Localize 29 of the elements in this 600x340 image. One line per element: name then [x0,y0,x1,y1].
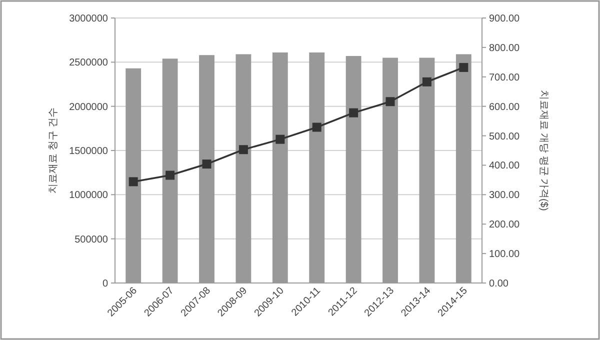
y2-tick-label: 300.00 [489,190,520,202]
y2-tick-label: 700.00 [489,72,520,84]
point [312,122,322,132]
y-axis-title: 치료재료 청구 건수 [48,108,59,194]
y2-axis-title: 치료재료 개당 평균 가격($) [538,90,549,211]
point [166,170,175,180]
y2-tick-label: 600.00 [489,102,520,113]
y-tick-label: 3000000 [69,14,108,24]
point [128,177,138,186]
y-tick-label: 2000000 [69,102,108,113]
y-tick-label: 0 [102,278,108,290]
point [202,160,212,169]
y2-tick-label: 800.00 [489,42,520,54]
point [276,134,285,144]
y-tick-label: 2500000 [69,58,108,69]
point [459,62,468,72]
y2-tick-label: 100.00 [489,249,520,260]
y2-tick-label: 200.00 [489,220,520,231]
point [422,77,432,86]
point [349,108,358,118]
y-tick-label: 1500000 [69,146,108,157]
point [386,97,395,106]
y-tick-label: 1000000 [69,190,108,202]
y2-tick-label: 900.00 [489,14,520,24]
y2-tick-label: 500.00 [489,131,520,142]
y-tick-label: 500000 [74,234,108,246]
y2-tick-label: 0.00 [489,278,509,290]
y2-tick-label: 400.00 [489,160,520,172]
point [238,145,248,154]
